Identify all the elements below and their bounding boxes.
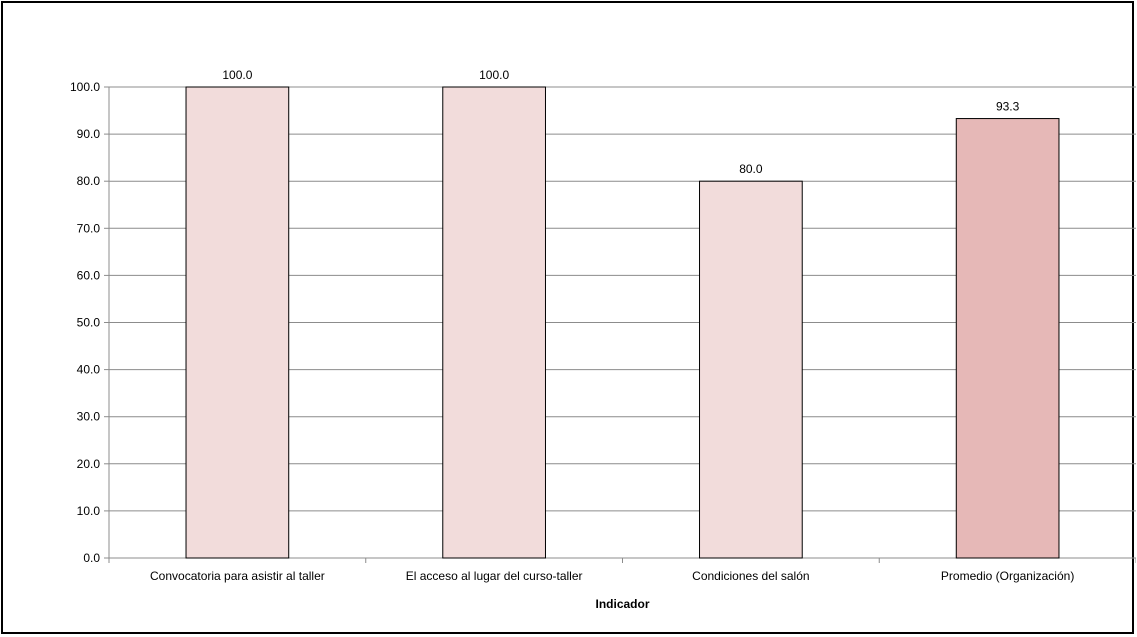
y-tick-label: 80.0: [77, 174, 101, 188]
y-tick-label: 90.0: [77, 127, 101, 141]
data-label: 80.0: [739, 162, 763, 176]
bar: [442, 86, 546, 559]
category-label: Promedio (Organización): [941, 569, 1074, 583]
bar: [955, 118, 1060, 559]
y-tick-label: 40.0: [77, 363, 101, 377]
bar-chart: 0.0 10.0 20.0 30.0 40.0 50.0 60.0 70.0 80.0 90.0 1…: [70, 68, 1136, 611]
y-tick-label: 60.0: [77, 268, 101, 282]
bar: [185, 86, 290, 559]
y-tick-label: 10.0: [77, 504, 101, 518]
y-tick-label: 0.0: [83, 551, 100, 565]
data-label: 93.3: [996, 100, 1020, 114]
category-label: Convocatoria para asistir al taller: [150, 569, 325, 583]
y-tick-label: 70.0: [77, 221, 101, 235]
y-tick-label: 30.0: [77, 410, 101, 424]
bar: [699, 180, 803, 559]
category-label: El acceso al lugar del curso-taller: [406, 569, 583, 583]
data-label: 100.0: [479, 68, 509, 82]
x-axis-title: Indicador: [595, 597, 649, 611]
y-tick-label: 20.0: [77, 457, 101, 471]
y-tick-label: 50.0: [77, 316, 101, 330]
category-label: Condiciones del salón: [692, 569, 809, 583]
data-label: 100.0: [222, 68, 252, 82]
y-tick-label: 100.0: [70, 80, 100, 94]
